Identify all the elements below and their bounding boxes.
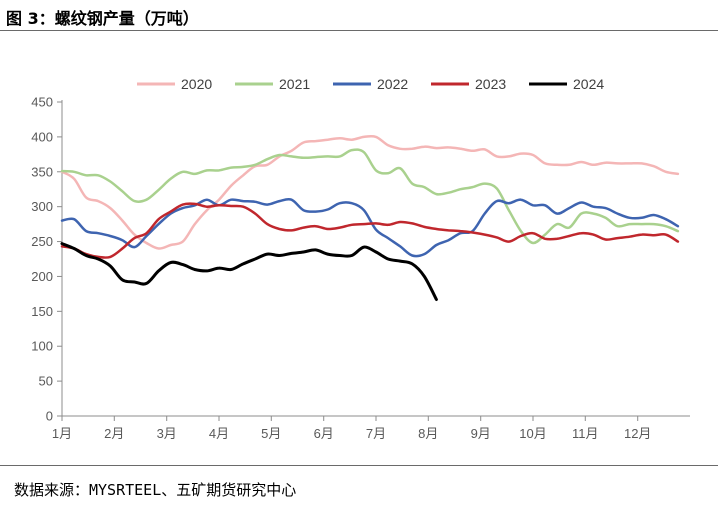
- chart-series: [60, 134, 680, 301]
- y-tick-label: 350: [31, 164, 53, 179]
- legend-label-2021: 2021: [279, 76, 310, 92]
- series-line-2022: [60, 197, 680, 258]
- y-tick-label: 400: [31, 129, 53, 144]
- y-tick-label: 150: [31, 304, 53, 319]
- legend-label-2023: 2023: [475, 76, 506, 92]
- source-divider: [0, 465, 718, 466]
- x-tick-label: 11月: [572, 426, 599, 441]
- legend-label-2022: 2022: [377, 76, 408, 92]
- title-divider: [0, 30, 718, 31]
- y-tick-label: 100: [31, 339, 53, 354]
- x-tick-label: 9月: [471, 426, 491, 441]
- x-tick-label: 6月: [314, 426, 334, 441]
- y-axis: 0 50 100 150 200 250 300 350 400 450: [31, 95, 63, 424]
- series-line-2021: [60, 148, 680, 245]
- x-tick-label: 8月: [418, 426, 438, 441]
- y-tick-label: 450: [31, 95, 53, 110]
- y-tick-label: 50: [39, 374, 53, 389]
- x-tick-label: 1月: [52, 426, 72, 441]
- figure-title: 图 3：螺纹钢产量（万吨）: [6, 9, 199, 28]
- x-tick-label: 2月: [104, 426, 124, 441]
- x-axis: 1月 2月 3月 4月 5月 6月 7月 8月 9月 10月 11月 12月: [52, 415, 690, 441]
- legend-label-2024: 2024: [573, 76, 604, 92]
- x-tick-label: 4月: [209, 426, 229, 441]
- x-tick-label: 7月: [366, 426, 386, 441]
- y-tick-label: 200: [31, 269, 53, 284]
- x-tick-label: 5月: [261, 426, 281, 441]
- line-chart: 2020 2021 2022 2023 2024 0 50 100 150 200 250 300 3…: [31, 76, 690, 441]
- legend-label-2020: 2020: [181, 76, 212, 92]
- x-tick-label: 12月: [624, 426, 651, 441]
- y-tick-label: 0: [46, 409, 53, 424]
- source-note: 数据来源：MYSRTEEL、五矿期货研究中心: [14, 481, 297, 499]
- x-tick-label: 3月: [157, 426, 177, 441]
- y-tick-label: 250: [31, 234, 53, 249]
- series-line-2024: [60, 242, 438, 301]
- series-line-2023: [60, 202, 680, 259]
- y-tick-label: 300: [31, 199, 53, 214]
- chart-legend: 2020 2021 2022 2023 2024: [137, 76, 604, 92]
- series-line-2020: [60, 134, 680, 250]
- x-tick-label: 10月: [519, 426, 546, 441]
